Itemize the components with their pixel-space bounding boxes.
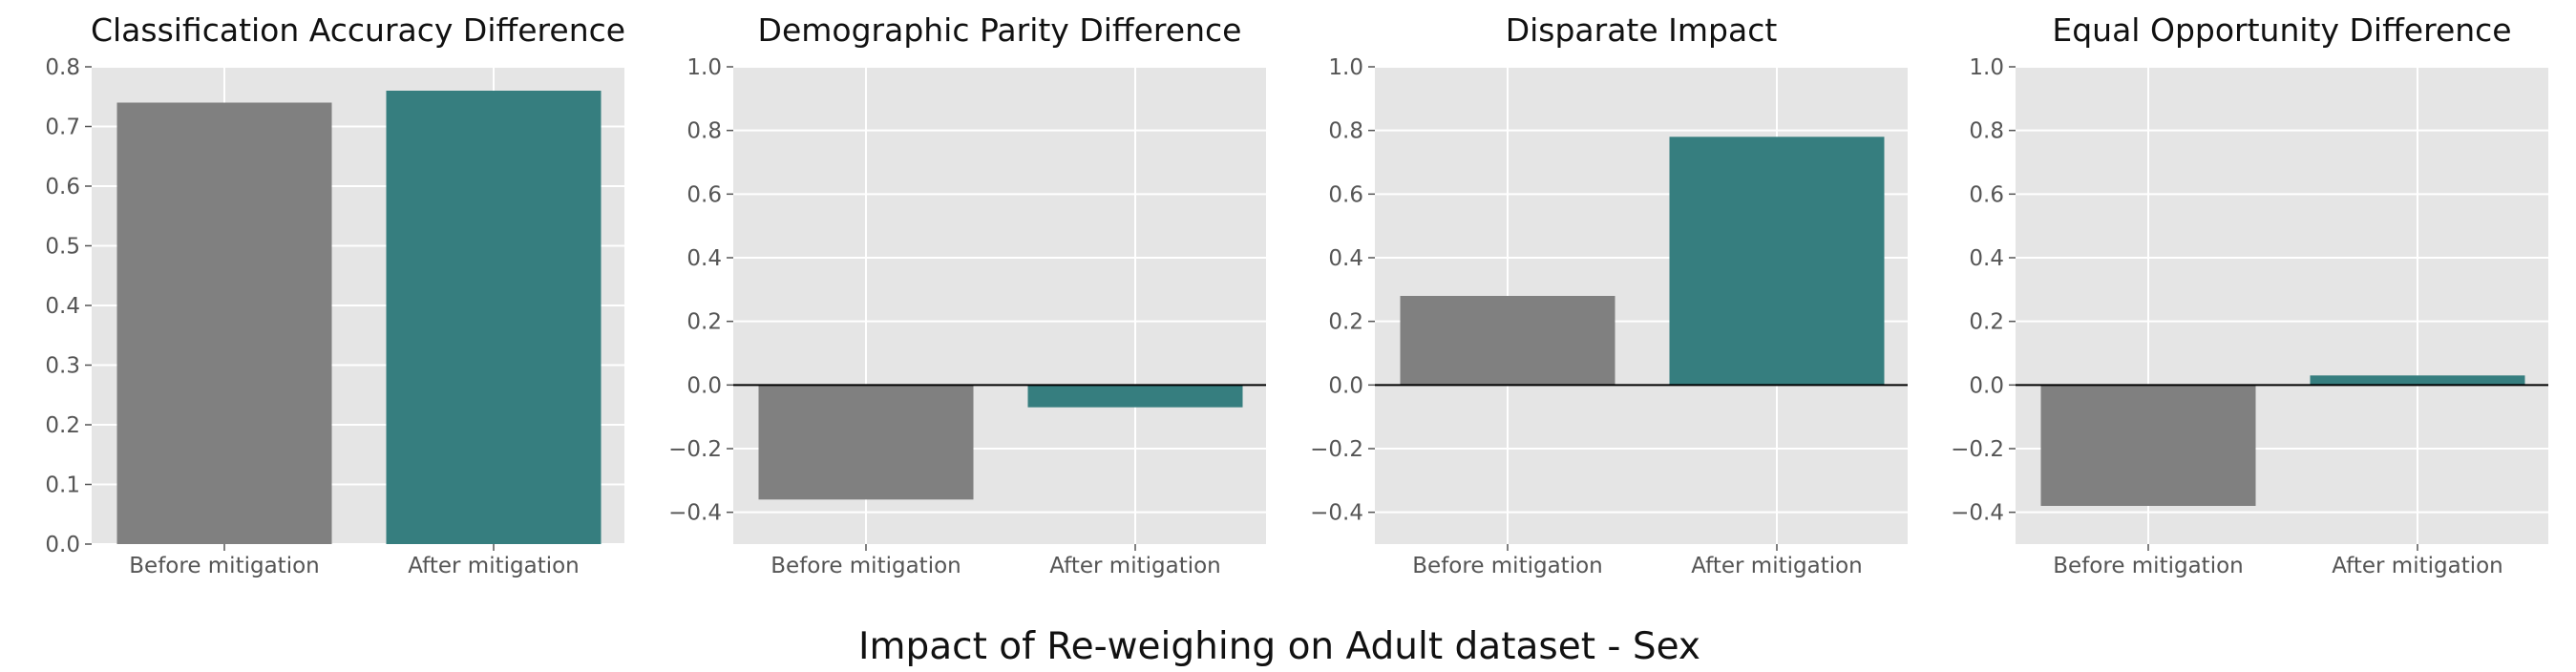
bar-before-mitigation xyxy=(116,102,332,544)
bar-before-mitigation xyxy=(2040,385,2256,506)
y-tick-label: 0.4 xyxy=(1328,246,1363,271)
chart-panel-1: 0.0 0.1 0.2 0.3 0.4 0.5 0.6 0.7 0.8 Before mitiga… xyxy=(45,11,625,578)
y-tick-label: −0.4 xyxy=(1310,501,1363,526)
bar-after-mitigation xyxy=(2310,375,2525,386)
y-tick-label: 1.0 xyxy=(1969,55,2004,80)
chart-panel-2: −0.4 −0.2 0.0 0.2 0.4 0.6 0.8 1.0 Before mitigat… xyxy=(668,11,1266,578)
bar-before-mitigation xyxy=(1400,296,1615,386)
y-tick-label: 0.2 xyxy=(1969,310,2004,335)
bar-after-mitigation xyxy=(386,91,602,544)
panel-title: Disparate Impact xyxy=(1506,11,1778,49)
y-tick-label: 0.2 xyxy=(686,310,722,335)
panel-title: Equal Opportunity Difference xyxy=(2052,11,2511,49)
y-tick-label: −0.4 xyxy=(1951,501,2004,526)
y-tick-label: 0.6 xyxy=(45,175,80,200)
y-tick-label: −0.2 xyxy=(1310,437,1363,462)
y-tick-label: 1.0 xyxy=(1328,55,1363,80)
x-category-label: Before mitigation xyxy=(1412,554,1602,578)
y-tick-label: 0.0 xyxy=(686,373,722,398)
y-tick-label: 0.8 xyxy=(45,55,80,80)
y-tick-label: 0.8 xyxy=(1328,119,1363,144)
y-tick-label: 0.3 xyxy=(45,354,80,379)
y-tick-label: 0.7 xyxy=(45,116,80,140)
panel-title: Demographic Parity Difference xyxy=(758,11,1242,49)
y-tick-label: 0.8 xyxy=(686,119,722,144)
y-tick-label: 0.0 xyxy=(1969,373,2004,398)
y-tick-label: 0.6 xyxy=(686,182,722,207)
figure-title: Impact of Re-weighing on Adult dataset -… xyxy=(858,625,1700,668)
x-category-label: After mitigation xyxy=(1691,554,1863,578)
bar-after-mitigation xyxy=(1669,136,1885,386)
y-tick-label: 0.5 xyxy=(45,235,80,260)
x-category-label: After mitigation xyxy=(1049,554,1221,578)
chart-panels: 0.0 0.1 0.2 0.3 0.4 0.5 0.6 0.7 0.8 Before mitiga… xyxy=(45,11,2548,578)
x-category-label: Before mitigation xyxy=(2053,554,2243,578)
chart-panel-4: −0.4 −0.2 0.0 0.2 0.4 0.6 0.8 1.0 Before mitigat… xyxy=(1951,11,2548,578)
y-tick-label: −0.2 xyxy=(1951,437,2004,462)
x-category-label: After mitigation xyxy=(2332,554,2503,578)
y-tick-label: 0.8 xyxy=(1969,119,2004,144)
y-tick-label: 0.1 xyxy=(45,473,80,498)
x-category-label: Before mitigation xyxy=(129,554,319,578)
bar-after-mitigation xyxy=(1027,385,1243,408)
y-tick-label: 0.4 xyxy=(1969,246,2004,271)
chart-panel-3: −0.4 −0.2 0.0 0.2 0.4 0.6 0.8 1.0 Before mitigat… xyxy=(1310,11,1908,578)
y-tick-label: 0.4 xyxy=(45,294,80,319)
y-tick-label: 0.6 xyxy=(1969,182,2004,207)
x-category-label: Before mitigation xyxy=(771,554,961,578)
y-tick-label: 0.2 xyxy=(1328,310,1363,335)
y-tick-label: 0.2 xyxy=(45,413,80,438)
y-tick-label: 1.0 xyxy=(686,55,722,80)
y-tick-label: 0.6 xyxy=(1328,182,1363,207)
x-category-label: After mitigation xyxy=(408,554,580,578)
y-tick-label: 0.4 xyxy=(686,246,722,271)
bar-before-mitigation xyxy=(758,385,974,500)
y-tick-label: −0.2 xyxy=(668,437,722,462)
y-tick-label: −0.4 xyxy=(668,501,722,526)
panel-title: Classification Accuracy Difference xyxy=(91,11,625,49)
y-tick-label: 0.0 xyxy=(1328,373,1363,398)
y-tick-label: 0.0 xyxy=(45,533,80,557)
